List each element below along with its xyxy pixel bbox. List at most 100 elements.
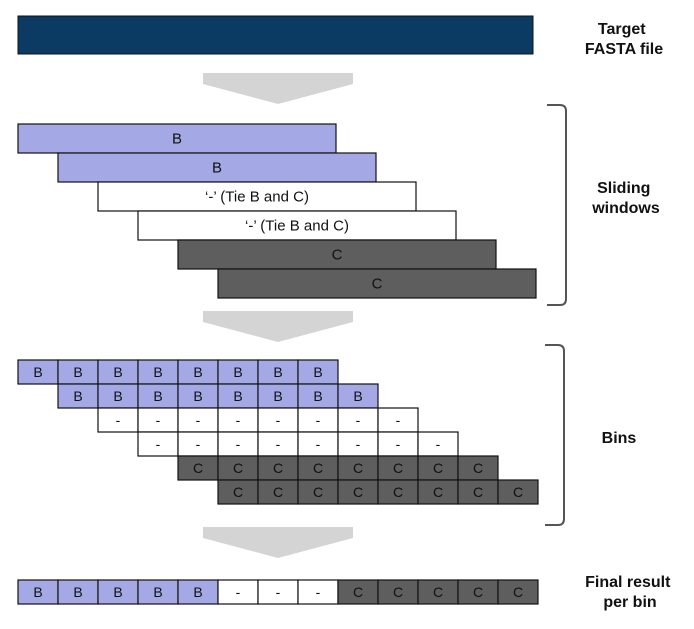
sliding-window-label-3: ‘-’ (Tie B and C) <box>205 189 309 206</box>
bin-cell-label: - <box>276 412 281 428</box>
bin-cell-r2-c2 <box>97 383 139 409</box>
sliding-window-label-2: B <box>212 160 222 177</box>
bin-cell-label: B <box>233 364 242 380</box>
sliding-window-2 <box>57 152 377 183</box>
bin-cell-r6-c3 <box>297 479 339 505</box>
bin-cell-label: C <box>273 484 283 500</box>
sliding-window-1 <box>17 123 337 154</box>
bin-cell-label: B <box>353 388 362 404</box>
bin-cell-r2-c5 <box>217 383 259 409</box>
bin-cell-label: C <box>313 484 323 500</box>
target-label-line2: FASTA file <box>585 41 663 58</box>
sliding-window-4 <box>137 210 457 241</box>
bin-cell-r6-c4 <box>337 479 379 505</box>
final-bin-label-6: - <box>236 584 241 600</box>
bin-cell-label: C <box>393 484 403 500</box>
bin-cell-label: C <box>513 484 523 500</box>
bin-cell-r2-c3 <box>137 383 179 409</box>
sliding-windows-label: Sliding windows <box>591 180 660 217</box>
bin-cell-label: - <box>236 436 241 452</box>
sliding-window-6 <box>217 268 537 299</box>
final-bin-3 <box>97 579 139 605</box>
bin-cell-label: B <box>313 388 322 404</box>
bin-cell-label: B <box>113 388 122 404</box>
bin-cell-r4-c6 <box>337 431 379 457</box>
bin-cell-label: C <box>313 460 323 476</box>
bin-cell-r6-c8 <box>497 479 539 505</box>
sliding-windows-label-line1: Sliding <box>597 180 650 197</box>
sliding-window-label-5: C <box>332 247 343 264</box>
bin-cell-label: - <box>396 436 401 452</box>
bin-cell-label: - <box>316 412 321 428</box>
bin-cell-r4-c7 <box>377 431 419 457</box>
final-bin-label-7: - <box>276 584 281 600</box>
bin-cell-r2-c7 <box>297 383 339 409</box>
final-bin-label-11: C <box>433 584 443 600</box>
final-bin-2 <box>57 579 99 605</box>
final-bin-12 <box>457 579 499 605</box>
final-bin-1 <box>17 579 59 605</box>
final-bin-label-5: B <box>193 584 202 600</box>
bin-cell-r3-c5 <box>257 407 299 433</box>
final-bin-6 <box>217 579 259 605</box>
bin-cell-r6-c7 <box>457 479 499 505</box>
down-chevron-arrow-1 <box>203 73 353 104</box>
bin-cell-label: - <box>116 412 121 428</box>
bin-cell-r5-c7 <box>417 455 459 481</box>
bin-cell-label: - <box>436 436 441 452</box>
final-result-label-line1: Final result <box>585 574 671 591</box>
final-bin-label-4: B <box>153 584 162 600</box>
bin-cell-r3-c8 <box>377 407 419 433</box>
final-bin-5 <box>177 579 219 605</box>
sliding-windows-bracket <box>547 104 567 306</box>
final-bin-8 <box>297 579 339 605</box>
sliding-window-label-1: B <box>172 131 182 148</box>
bin-cell-r1-c1 <box>17 359 59 385</box>
final-bin-label-10: C <box>393 584 403 600</box>
bin-cell-label: - <box>356 436 361 452</box>
bin-cell-label: B <box>273 388 282 404</box>
final-bin-label-9: C <box>353 584 363 600</box>
bin-cell-r6-c2 <box>257 479 299 505</box>
final-bin-13 <box>497 579 539 605</box>
bin-cell-label: B <box>273 364 282 380</box>
bin-cell-label: C <box>473 484 483 500</box>
bin-cell-label: - <box>316 436 321 452</box>
bin-cell-label: C <box>353 484 363 500</box>
final-bin-label-2: B <box>73 584 82 600</box>
bin-cell-label: C <box>353 460 363 476</box>
bin-cell-r3-c7 <box>337 407 379 433</box>
bin-cell-label: B <box>233 388 242 404</box>
bins-bracket <box>545 344 565 526</box>
final-bin-label-8: - <box>316 584 321 600</box>
final-bin-7 <box>257 579 299 605</box>
bin-cell-r5-c8 <box>457 455 499 481</box>
bin-cell-label: - <box>196 436 201 452</box>
bin-cell-label: B <box>33 364 42 380</box>
bin-cell-label: C <box>233 460 243 476</box>
target-label-line1: Target <box>598 21 646 38</box>
target-fasta-bar <box>17 15 534 55</box>
bins-label: Bins <box>602 430 637 447</box>
bin-cell-label: C <box>433 484 443 500</box>
bin-cell-label: C <box>273 460 283 476</box>
bin-cell-label: - <box>156 412 161 428</box>
down-chevron-arrow-2 <box>203 311 353 342</box>
bin-cell-label: B <box>113 364 122 380</box>
bin-cell-label: - <box>396 412 401 428</box>
bin-cell-label: C <box>193 460 203 476</box>
bin-cell-label: C <box>433 460 443 476</box>
bin-cell-label: B <box>153 364 162 380</box>
bin-cell-r1-c2 <box>57 359 99 385</box>
bin-cell-label: C <box>473 460 483 476</box>
final-bin-label-12: C <box>473 584 483 600</box>
final-bin-label-3: B <box>113 584 122 600</box>
down-chevron-arrow-3 <box>203 527 353 558</box>
bin-cell-label: B <box>73 388 82 404</box>
bin-cell-label: B <box>153 388 162 404</box>
bin-cell-label: C <box>393 460 403 476</box>
bin-cell-label: - <box>196 412 201 428</box>
bin-cell-r1-c6 <box>217 359 259 385</box>
